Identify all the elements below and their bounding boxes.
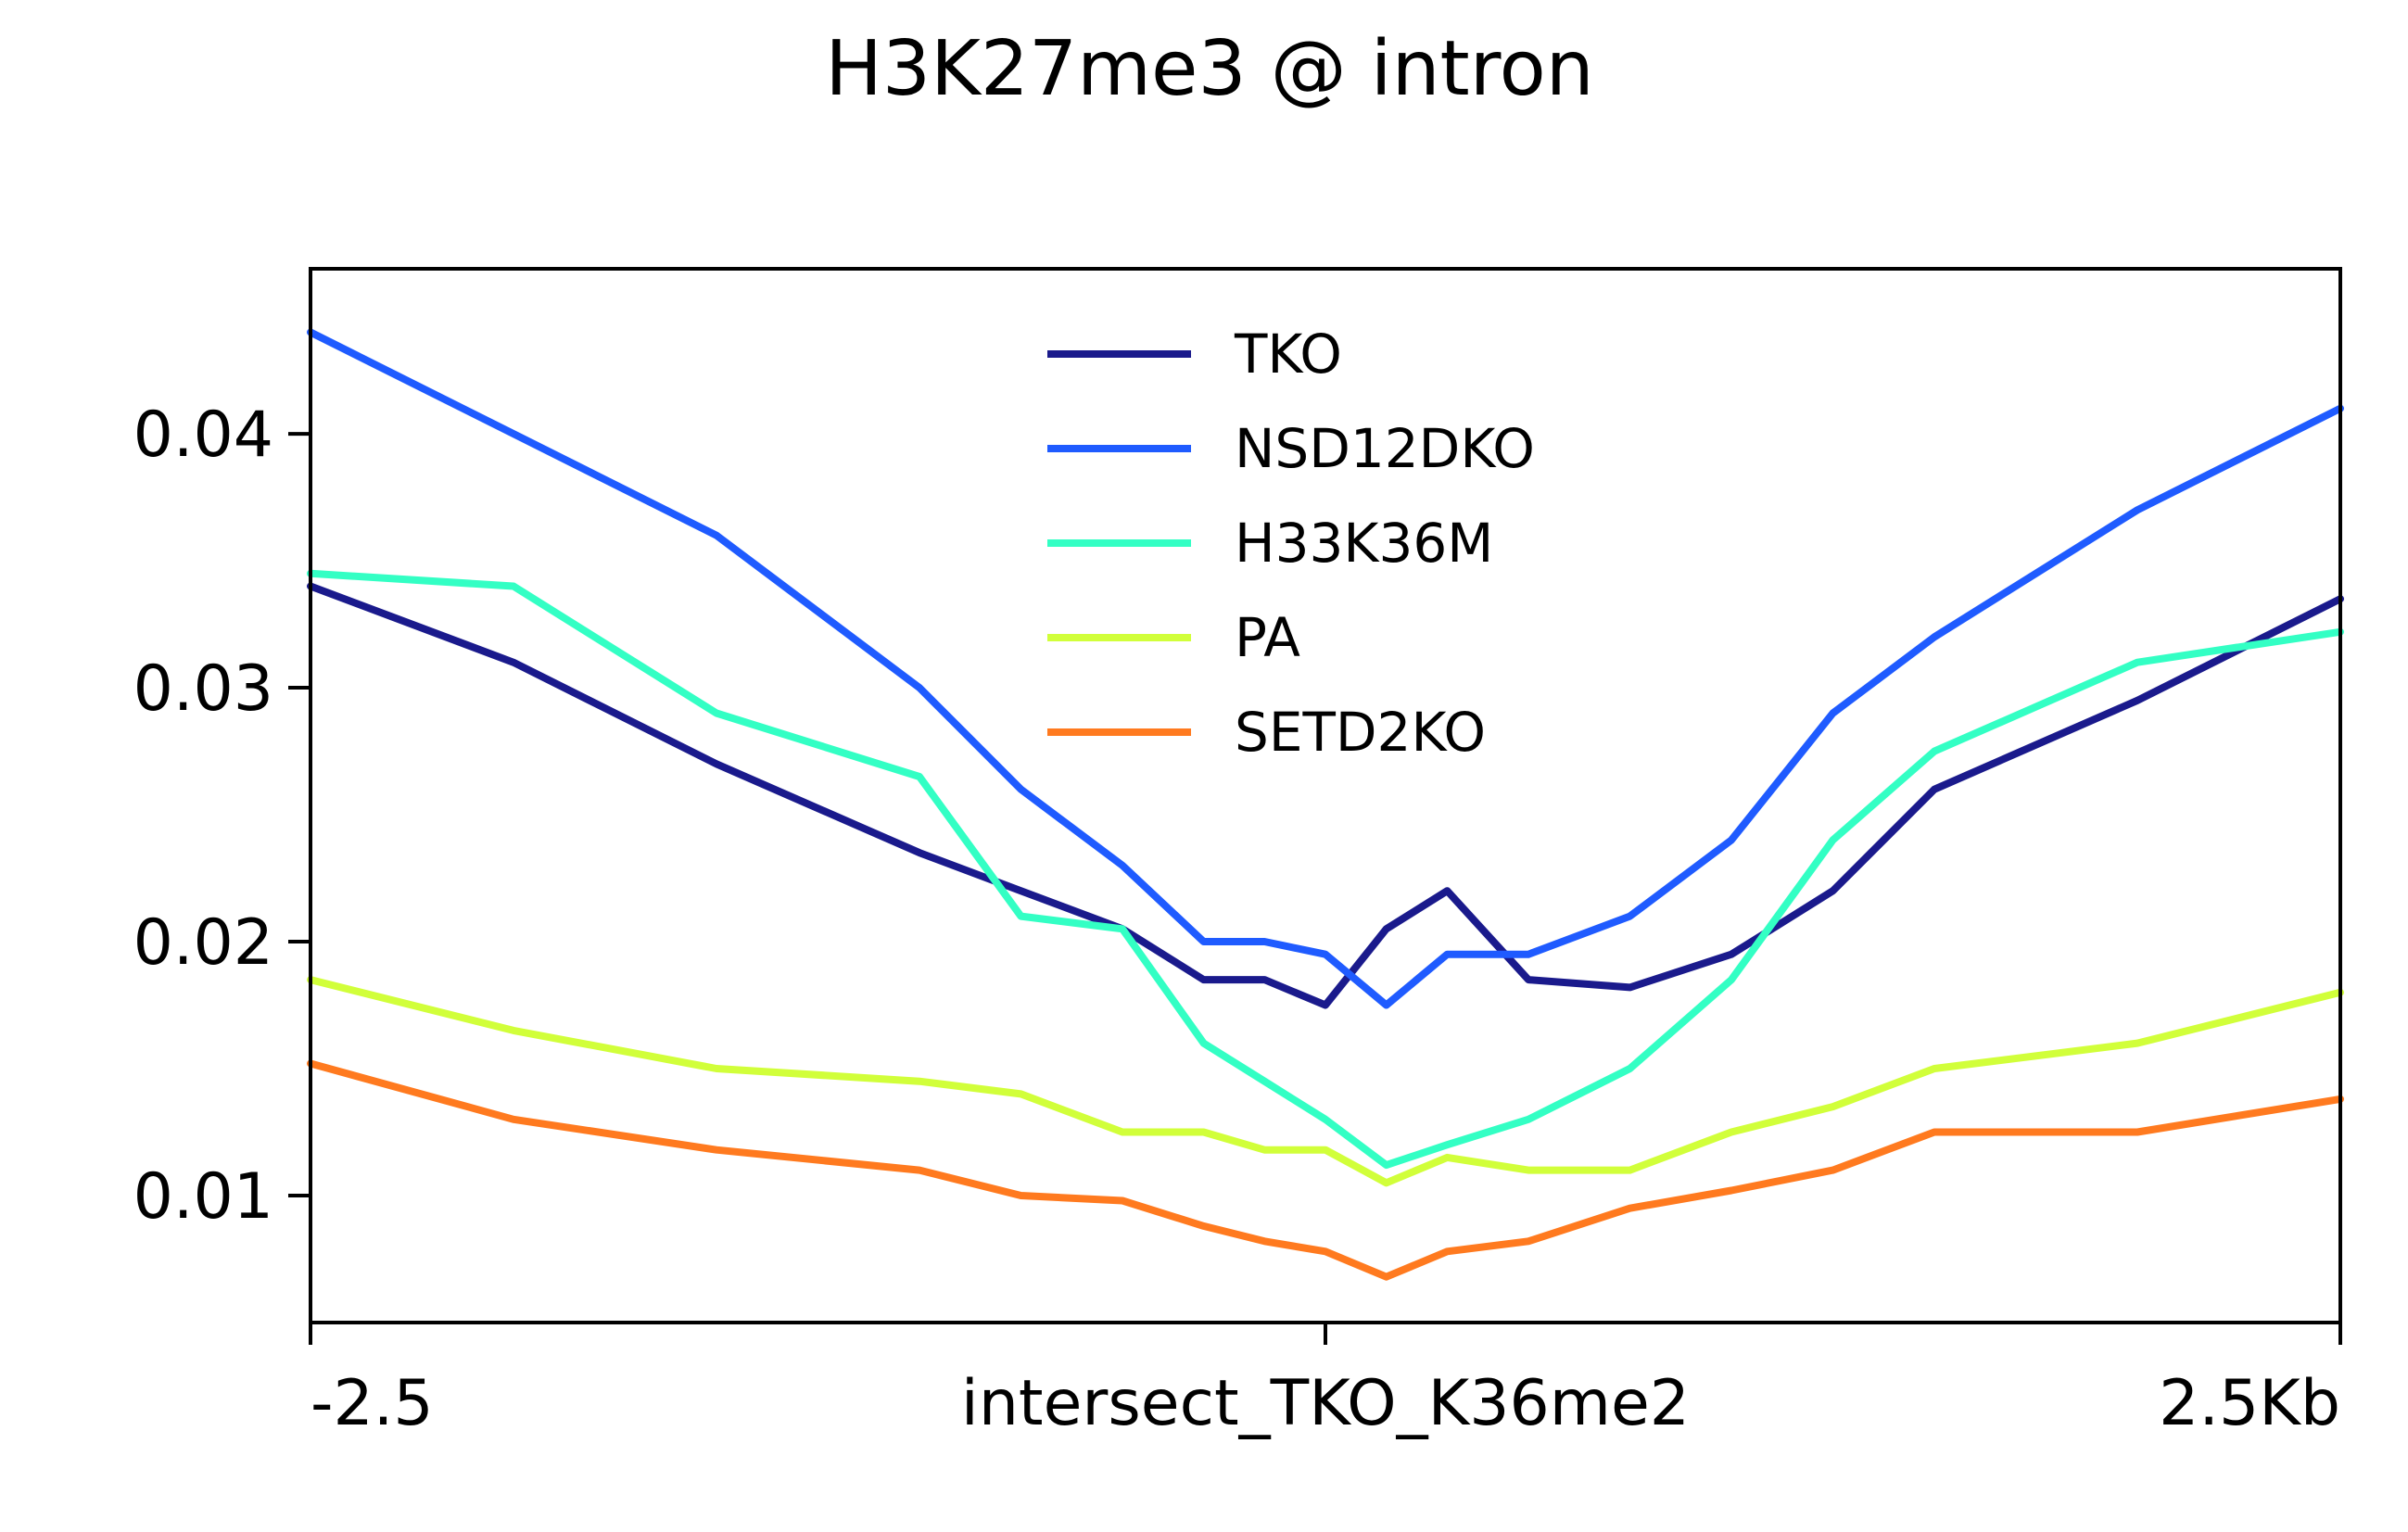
plot-lines	[307, 328, 2344, 1281]
legend: TKO NSD12DKO H33K36M PA SETD2KO	[1047, 323, 1535, 764]
series-line-nsd12dko	[307, 328, 2344, 1009]
series-line-tko	[307, 582, 2344, 1009]
legend-label-h33k36m: H33K36M	[1235, 512, 1493, 575]
series-line-setd2ko	[307, 1059, 2344, 1281]
legend-label-pa: PA	[1235, 606, 1300, 669]
y-axis: 0.01 0.02 0.03 0.04	[133, 399, 311, 1234]
x-tick-label: -2.5	[311, 1367, 434, 1440]
series-line-pa	[307, 976, 2344, 1187]
x-tick-label: intersect_TKO_K36me2	[961, 1367, 1690, 1440]
y-tick-label: 0.03	[133, 652, 273, 726]
y-tick-label: 0.02	[133, 906, 273, 980]
y-tick-label: 0.04	[133, 399, 273, 472]
legend-label-setd2ko: SETD2KO	[1235, 701, 1486, 764]
chart-title: H3K27me3 @ intron	[825, 25, 1594, 113]
x-tick-label: 2.5Kb	[2159, 1367, 2340, 1440]
legend-label-tko: TKO	[1234, 323, 1342, 386]
y-tick-label: 0.01	[133, 1160, 273, 1234]
legend-label-nsd12dko: NSD12DKO	[1235, 417, 1535, 480]
x-axis: -2.5 intersect_TKO_K36me2 2.5Kb	[309, 1323, 2342, 1440]
series-line-h33k36m	[307, 569, 2344, 1170]
